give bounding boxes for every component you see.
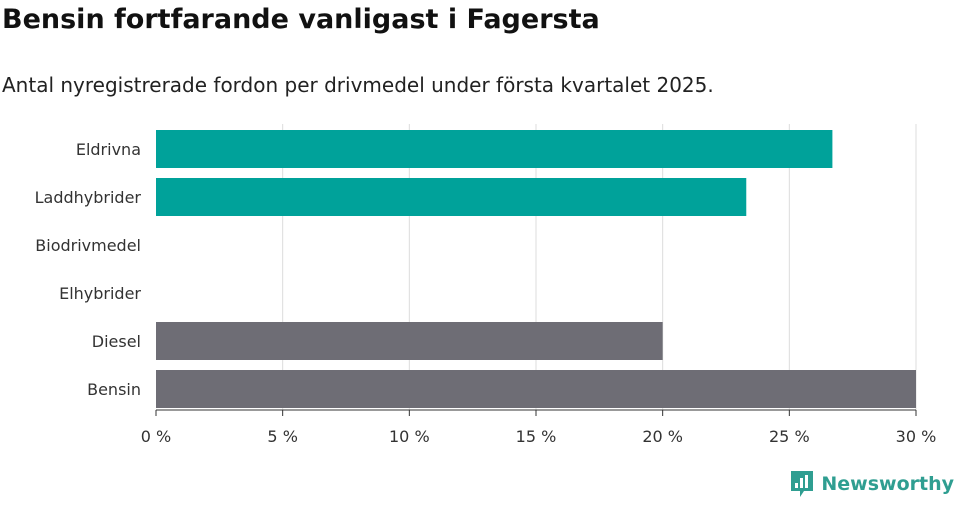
bar-chart: Eldrivna Laddhybrider Biodrivmedel Elhybrid… [35,124,937,446]
brand-logo: Newsworthy [789,469,954,499]
bar [156,130,833,168]
x-tick-label: 5 % [267,427,297,446]
x-tick-label: 30 % [896,427,937,446]
category-label: Biodrivmedel [35,236,141,255]
bar [156,322,663,360]
x-tick-label: 15 % [516,427,557,446]
category-label: Elhybrider [59,284,141,303]
newsworthy-logo-icon [791,471,814,497]
category-label: Laddhybrider [35,188,142,207]
x-tick-label: 20 % [642,427,683,446]
x-tick-label: 0 % [141,427,171,446]
brand-name: Newsworthy [821,473,954,495]
category-label: Eldrivna [76,140,141,159]
category-label: Diesel [92,332,141,351]
bar [156,370,916,408]
x-tick-label: 25 % [769,427,810,446]
chart-subtitle: Antal nyregistrerade fordon per drivmede… [2,73,714,97]
category-label: Bensin [87,380,141,399]
bar [156,178,747,216]
x-tick-label: 10 % [389,427,430,446]
chart-title: Bensin fortfarande vanligast i Fagersta [2,4,600,35]
